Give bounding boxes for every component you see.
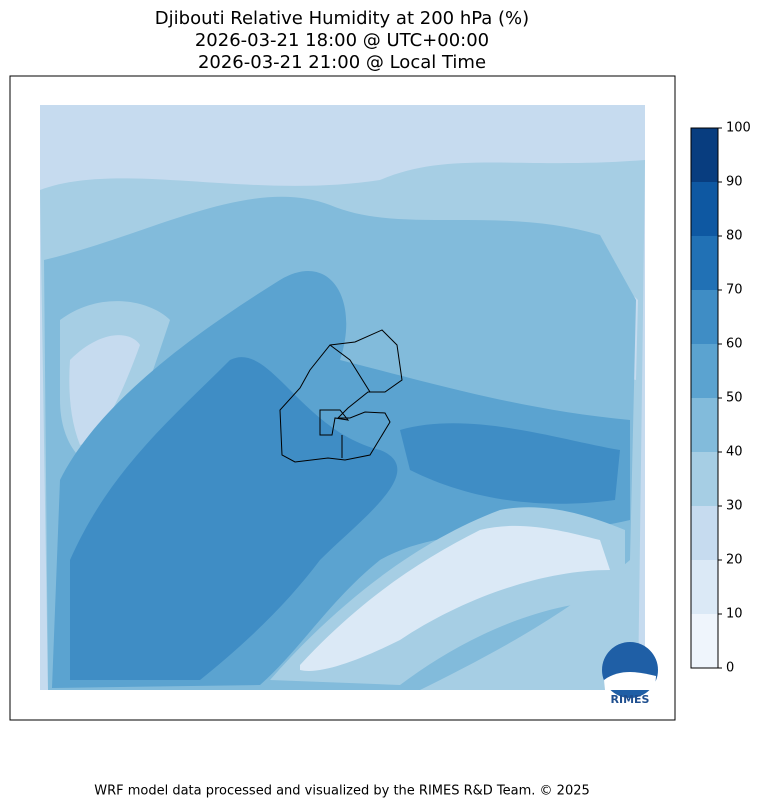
colorbar-segment xyxy=(691,452,718,506)
colorbar-tick-label: 80 xyxy=(726,229,743,244)
logo-text: RIMES xyxy=(611,693,650,706)
colorbar-tick-label: 0 xyxy=(726,661,734,676)
humidity-field xyxy=(40,105,645,691)
colorbar-segment xyxy=(691,560,718,614)
title: Djibouti Relative Humidity at 200 hPa (%… xyxy=(155,8,529,29)
contour-region xyxy=(300,525,610,671)
colorbar-segment xyxy=(691,344,718,398)
colorbar-segment xyxy=(691,128,718,182)
colorbar-segment xyxy=(691,506,718,560)
colorbar-segment xyxy=(691,614,718,668)
map-frame xyxy=(9,75,676,721)
country-border xyxy=(279,329,403,463)
contour-region xyxy=(70,357,398,680)
colorbar-tick-label: 60 xyxy=(726,337,743,352)
footer: WRF model data processed and visualized … xyxy=(94,784,590,799)
colorbar-tick-label: 30 xyxy=(726,499,743,514)
subtitle: 2026-03-21 21:00 @ Local Time xyxy=(198,52,486,73)
colorbar: 0 10 20 30 40 50 60 70 80 90 100 xyxy=(690,121,751,676)
colorbar-segment xyxy=(691,290,718,344)
subtitle: 2026-03-21 18:00 @ UTC+00:00 xyxy=(195,30,489,51)
colorbar-tick-label: 100 xyxy=(726,121,751,136)
colorbar-tick-label: 10 xyxy=(726,607,743,622)
colorbar-tick-label: 20 xyxy=(726,553,743,568)
colorbar-tick-label: 90 xyxy=(726,175,743,190)
logo-wave xyxy=(604,672,656,690)
colorbar-segment xyxy=(691,182,718,236)
colorbar-tick-label: 40 xyxy=(726,445,743,460)
logo: RIMES xyxy=(602,642,658,706)
colorbar-segment xyxy=(691,398,718,452)
colorbar-tick-label: 50 xyxy=(726,391,743,406)
colorbar-segment xyxy=(691,236,718,290)
contour-region xyxy=(69,335,140,445)
contour-region xyxy=(400,423,620,504)
colorbar-tick-label: 70 xyxy=(726,283,743,298)
